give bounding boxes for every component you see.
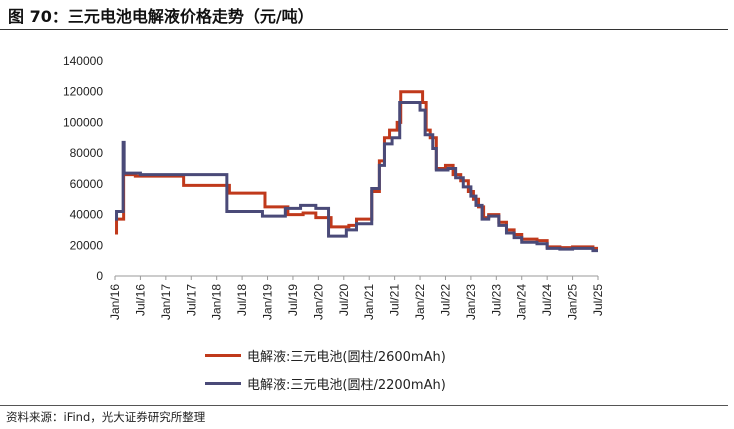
y-tick-label: 0 [96, 269, 103, 283]
y-tick-label: 140000 [63, 54, 103, 68]
x-tick-label: Jan/20 [311, 284, 325, 320]
x-tick-label: Jul/19 [286, 284, 300, 316]
legend-label-2200mah: 电解液:三元电池(圆柱/2200mAh) [247, 378, 446, 393]
series-line-1 [115, 100, 598, 253]
x-tick-label: Jul/22 [438, 284, 452, 316]
x-axis: Jan/16 Jul/16 Jan/17 Jul/17 Jan/18 Jul/18 Jan/… [108, 275, 605, 320]
x-tick-label: Jan/21 [362, 284, 376, 320]
x-tick-label: Jan/22 [413, 284, 427, 320]
y-tick-label: 40000 [70, 208, 104, 222]
x-tick-label: Jul/21 [388, 284, 402, 316]
y-tick-label: 100000 [63, 115, 103, 129]
x-tick-label: Jan/17 [159, 284, 173, 320]
y-tick-label: 120000 [63, 85, 103, 99]
x-tick-label: Jul/20 [337, 284, 351, 316]
chart-title: 图 70：三元电池电解液价格走势（元/吨） [8, 7, 314, 26]
y-tick-label: 80000 [70, 146, 104, 160]
legend-swatch-2600mah [205, 354, 241, 357]
title-divider [0, 29, 728, 30]
source-note: 资料来源：iFind，光大证券研究所整理 [6, 410, 206, 424]
y-tick-label: 20000 [70, 238, 104, 252]
legend-item-2200mah: 电解液:三元电池(圆柱/2200mAh) [205, 374, 446, 393]
x-tick-label: Jul/18 [235, 284, 249, 316]
legend-item-2600mah: 电解液:三元电池(圆柱/2600mAh) [205, 346, 446, 365]
x-tick-label: Jan/24 [515, 284, 529, 320]
x-tick-label: Jan/19 [261, 284, 275, 320]
x-tick-label: Jul/17 [184, 284, 198, 316]
legend-swatch-2200mah [205, 382, 241, 385]
legend-label-2600mah: 电解液:三元电池(圆柱/2600mAh) [247, 350, 446, 365]
y-axis: 0 20000 40000 60000 80000 100000 120000 140000 [63, 54, 103, 283]
x-tick-label: Jan/23 [464, 284, 478, 320]
x-tick-label: Jan/16 [108, 284, 122, 320]
x-tick-label: Jul/16 [133, 284, 147, 316]
x-tick-label: Jul/24 [540, 284, 554, 316]
price-line-chart: 020000400006000080000100000120000140000 … [63, 54, 605, 320]
y-tick-label: 60000 [70, 177, 104, 191]
x-tick-label: Jul/23 [489, 284, 503, 316]
series-layer [115, 90, 598, 253]
footer-divider [0, 405, 728, 406]
x-tick-label: Jan/25 [566, 284, 580, 320]
x-tick-label: Jan/18 [210, 284, 224, 320]
x-tick-label: Jul/25 [591, 284, 605, 316]
